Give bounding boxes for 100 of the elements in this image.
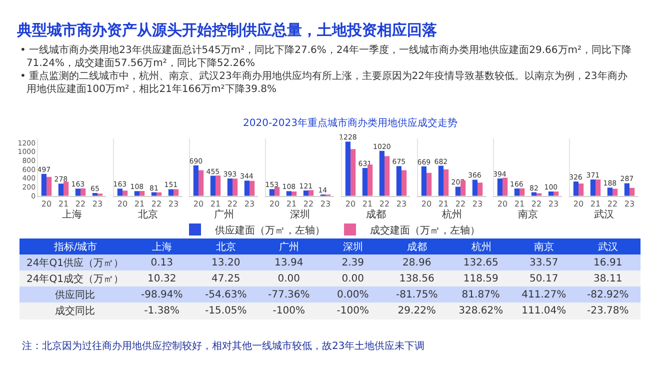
text: 0.00	[342, 274, 364, 284]
legend-label: 成交建面（万㎡，左轴）	[370, 224, 480, 236]
x-tick-label: 20	[193, 199, 204, 208]
bar	[210, 176, 216, 196]
text: 111.04%	[522, 306, 566, 316]
text: 132.65	[463, 258, 498, 268]
x-tick-label: 21	[362, 199, 373, 208]
bar	[578, 184, 584, 196]
text: 118.59	[463, 274, 498, 284]
bar	[198, 170, 204, 196]
text: 411.27%	[522, 290, 566, 300]
bar	[41, 174, 46, 196]
bar	[590, 179, 596, 196]
x-tick-label: 22	[227, 199, 238, 208]
x-tick-label: 21	[514, 199, 525, 208]
bar	[80, 188, 86, 196]
text: 38.11	[594, 274, 622, 284]
category-label: 广州	[278, 241, 299, 253]
text: 33.57	[530, 258, 558, 268]
x-tick-label: 20	[573, 199, 584, 208]
text: • 一线城市商办类用地23年供应建面总计545万m²，同比下降27.6%，24年一季度，一线城市商办类用地供应建面29.66万m²，同比下降71.24%，成交建面57.56万m²，同比下降52.26%	[20, 44, 632, 69]
text: -77.36%	[268, 290, 310, 300]
bar	[345, 142, 350, 196]
bar	[497, 178, 502, 196]
bar	[520, 188, 525, 196]
category-label: 上海	[152, 241, 172, 253]
bar	[303, 190, 308, 196]
category-label: 成交同比	[55, 306, 95, 317]
x-tick-label: 22	[607, 199, 618, 208]
text: 2020-2023年重点城市商办类用地供应成交走势	[243, 117, 458, 129]
x-axis-title: 深圳	[290, 208, 310, 220]
x-tick-label: 22	[531, 199, 542, 208]
x-tick-label: 20	[497, 199, 508, 208]
bar	[58, 184, 64, 196]
text: 138.56	[399, 274, 434, 284]
category-label: 指标/城市	[52, 241, 98, 253]
bar	[612, 188, 618, 196]
bar	[379, 150, 384, 196]
bar	[455, 186, 460, 196]
bar	[46, 176, 52, 196]
x-tick-label: 23	[168, 199, 179, 208]
text: 0.13	[150, 258, 174, 268]
bar	[244, 180, 250, 196]
bar	[308, 190, 314, 196]
text: • 重点监测的二线城市中，杭州、南京、武汉23年商办用地供应均有所上涨，主要原因为22年疫情导致基数较低。以南京为例，23年商办用地供应建面100万m²，相比21年166万m²下降39.8%	[20, 70, 628, 95]
category-label: 南京	[534, 241, 554, 253]
x-axis-title: 杭州	[441, 208, 462, 220]
x-tick-label: 23	[548, 199, 559, 208]
x-tick-label: 21	[438, 199, 449, 208]
bar	[64, 182, 69, 196]
text: 典型城市商办资产从源头开始控制供应总量，土地投资相应回落	[16, 21, 438, 39]
category-label: 供应同比	[55, 290, 95, 301]
bar	[596, 180, 601, 196]
bar	[286, 191, 292, 196]
bar	[227, 178, 232, 196]
bar	[426, 172, 432, 196]
x-tick-label: 23	[624, 199, 635, 208]
category-label: 24年Q1成交（万㎡）	[26, 274, 124, 285]
x-tick-label: 22	[379, 199, 390, 208]
text: -100%	[336, 306, 369, 316]
x-tick-label: 21	[58, 199, 69, 208]
x-tick-label: 20	[421, 199, 432, 208]
text: -100%	[272, 306, 305, 316]
bar	[232, 178, 238, 196]
bar	[250, 180, 255, 196]
text: 13.94	[274, 258, 304, 268]
text: 2.39	[342, 258, 364, 268]
x-tick-label: 22	[303, 199, 314, 208]
legend-label: 供应建面（万㎡，左轴）	[215, 224, 325, 236]
text: -54.63%	[205, 290, 247, 300]
text: -23.78%	[587, 306, 629, 316]
bar	[402, 170, 407, 196]
category-label: 北京	[216, 241, 236, 253]
bar	[396, 166, 402, 196]
bar	[607, 188, 612, 196]
text: 13.20	[212, 258, 240, 268]
x-tick-label: 21	[134, 199, 145, 208]
bar	[75, 188, 80, 196]
bar	[421, 166, 426, 196]
text: -1.38%	[144, 306, 180, 316]
x-axis-title: 北京	[138, 208, 158, 220]
text: 0.00%	[336, 290, 369, 300]
bar	[624, 183, 630, 196]
bar	[368, 164, 373, 196]
bar	[536, 193, 542, 196]
bar	[630, 188, 635, 196]
text: 50.17	[530, 274, 558, 284]
x-tick-label: 22	[151, 199, 162, 208]
x-tick-label: 20	[345, 199, 356, 208]
bar	[193, 165, 198, 196]
x-tick-label: 20	[117, 199, 128, 208]
bar	[478, 182, 483, 196]
x-axis-title: 广州	[214, 208, 234, 220]
bar	[384, 156, 390, 196]
text: 注：北京因为过往商办用地供应控制较好，相对其他一线城市较低，故23年土地供应未下调	[22, 340, 425, 352]
x-tick-label: 23	[92, 199, 103, 208]
bar	[573, 181, 578, 196]
category-label: 24年Q1供应（万㎡）	[26, 258, 124, 269]
bar	[269, 189, 274, 196]
text: 16.91	[594, 258, 622, 268]
